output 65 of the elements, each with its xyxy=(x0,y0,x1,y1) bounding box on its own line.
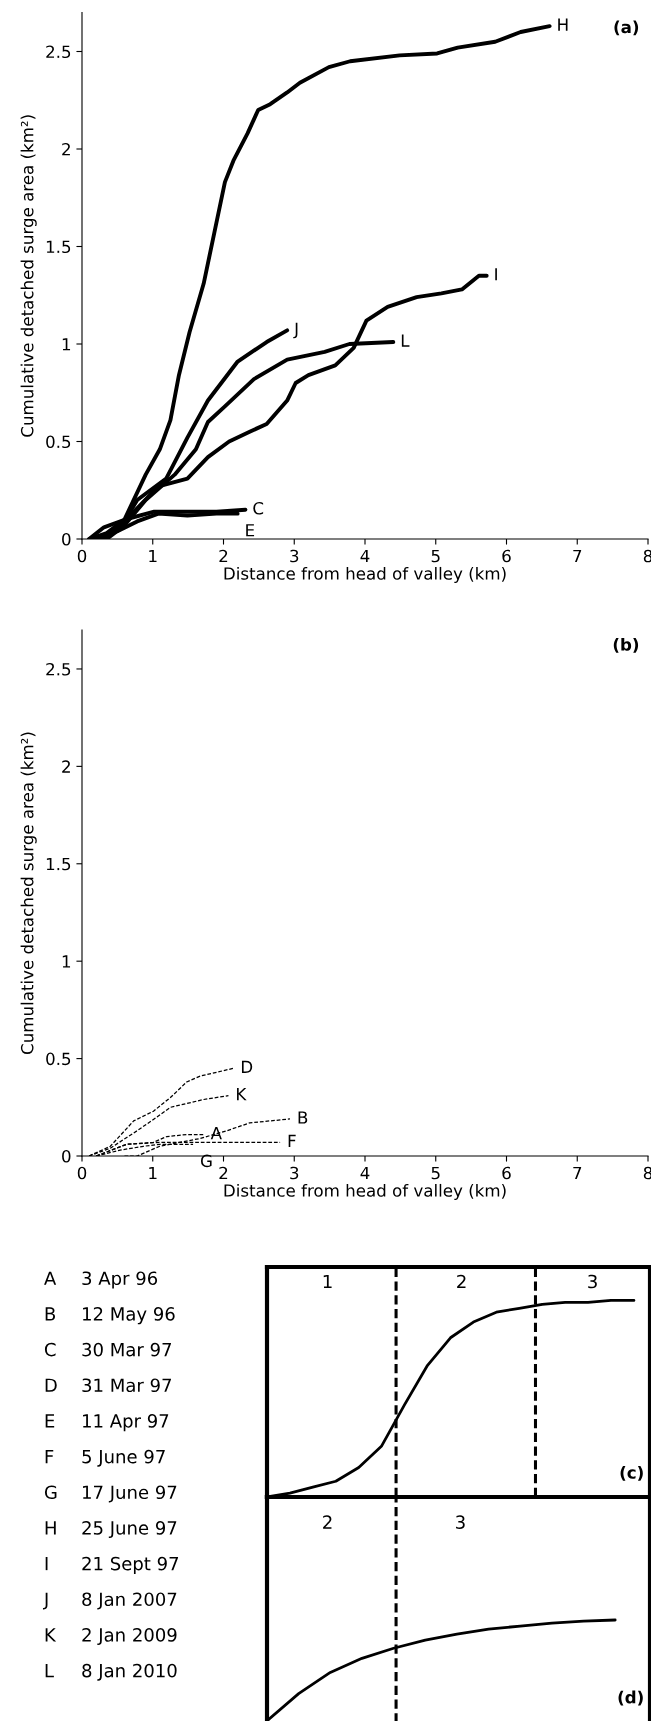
y-tick-label: 0 xyxy=(62,1149,71,1163)
x-tick-label: 7 xyxy=(573,549,582,563)
x-tick-label: 3 xyxy=(290,549,299,563)
text: K 2 Jan 2009 xyxy=(45,1628,177,1646)
x-tick-label: 2 xyxy=(219,549,228,563)
series-label: F xyxy=(288,1134,296,1147)
y-tick-label: 2.5 xyxy=(46,45,71,59)
y-tick-label: 0.5 xyxy=(46,435,71,449)
x-tick-label: 5 xyxy=(431,1166,440,1180)
text: L 8 Jan 2010 xyxy=(45,1663,177,1681)
y-axis-title: Cumulative detached surge area (km²) xyxy=(20,732,37,1054)
text: H 25 June 97 xyxy=(45,1521,177,1539)
text: D 31 Mar 97 xyxy=(45,1378,171,1393)
text: 2 xyxy=(323,1515,332,1529)
text: I 21 Sept 97 xyxy=(45,1556,179,1574)
x-tick-label: 0 xyxy=(77,549,87,563)
text: J 8 Jan 2007 xyxy=(42,1592,177,1610)
text: 2 xyxy=(457,1274,466,1289)
y-tick-label: 1 xyxy=(62,338,71,351)
series-label: C xyxy=(253,501,264,515)
x-tick-label: 4 xyxy=(360,1166,370,1180)
y-axis-title: Cumulative detached surge area (km²) xyxy=(20,115,37,437)
text: (c) xyxy=(620,1465,643,1481)
series-label: A xyxy=(210,1127,222,1140)
series-label: I xyxy=(495,268,497,281)
series-label: L xyxy=(401,334,410,347)
series-label: D xyxy=(241,1060,253,1073)
text: C 30 Mar 97 xyxy=(44,1342,171,1357)
x-tick-label: 7 xyxy=(573,1166,582,1180)
x-tick-label: 6 xyxy=(502,1166,511,1180)
x-tick-label: 1 xyxy=(149,1166,157,1180)
series-label: H xyxy=(558,18,568,31)
x-tick-label: 0 xyxy=(77,1166,87,1180)
text: 1 xyxy=(323,1274,332,1289)
series-label: G xyxy=(200,1154,212,1168)
series-label: K xyxy=(237,1088,247,1101)
x-axis-title: Distance from head of valley (km) xyxy=(224,566,506,584)
y-tick-label: 2.5 xyxy=(46,662,71,676)
series-label: B xyxy=(298,1111,308,1124)
x-tick-label: 2 xyxy=(219,1166,228,1180)
y-tick-label: 2 xyxy=(62,142,70,156)
text: A 3 Apr 96 xyxy=(44,1271,158,1289)
x-tick-label: 4 xyxy=(360,549,370,563)
text: E 11 Apr 97 xyxy=(45,1414,169,1432)
x-axis-title: Distance from head of valley (km) xyxy=(224,1183,506,1201)
text: (d) xyxy=(618,1690,643,1706)
y-tick-label: 1 xyxy=(62,955,71,968)
y-tick-label: 2 xyxy=(62,760,70,773)
series-label: E xyxy=(246,524,255,537)
x-tick-label: 6 xyxy=(502,549,511,563)
y-tick-label: 0.5 xyxy=(46,1052,71,1066)
x-tick-label: 5 xyxy=(431,549,440,563)
y-tick-label: 1.5 xyxy=(46,857,71,871)
x-tick-label: 1 xyxy=(149,549,157,563)
chart-title: (a) xyxy=(614,20,639,36)
text: G 17 June 97 xyxy=(44,1485,177,1503)
text: F 5 June 97 xyxy=(45,1449,165,1467)
text: 3 xyxy=(588,1274,597,1289)
text: 3 xyxy=(456,1515,465,1529)
text: B 12 May 96 xyxy=(45,1307,175,1325)
y-tick-label: 1.5 xyxy=(46,240,71,254)
x-tick-label: 3 xyxy=(290,1166,299,1180)
y-tick-label: 0 xyxy=(62,532,71,546)
chart-title: (b) xyxy=(613,637,639,653)
series-label: J xyxy=(293,322,298,339)
